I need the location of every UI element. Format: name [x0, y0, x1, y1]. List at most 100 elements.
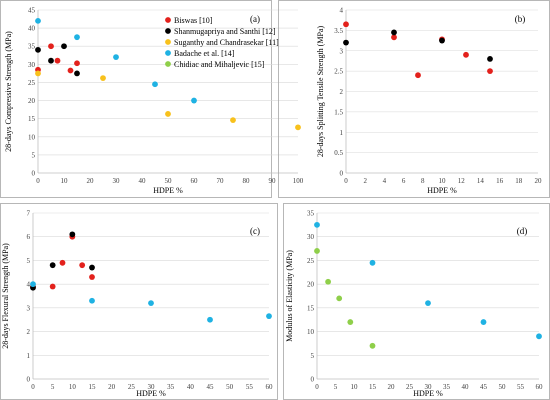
- legend-entry: Shanmugapriya and Santhi [12]: [174, 27, 276, 36]
- legend-marker: [165, 61, 171, 67]
- x-tick-label: 30: [113, 177, 121, 185]
- x-tick-label: 35: [167, 383, 175, 391]
- y-axis-label: 28-days Compressive Strength (MPa): [4, 31, 13, 152]
- data-point-biswas: [54, 57, 61, 64]
- data-point-shanmugapriya: [89, 264, 95, 271]
- y-tick-label: 0.5: [334, 149, 343, 157]
- legend: Biswas [10] Shanmugapriya and Santhi [12]…: [165, 16, 279, 69]
- legend-entry: Suganthy and Chandrasekar [11]: [174, 38, 279, 47]
- x-axis-label: HDPE %: [427, 186, 457, 195]
- x-tick-label: 40: [187, 383, 195, 391]
- panel-frame: [0, 203, 278, 400]
- data-point-badache: [148, 300, 154, 307]
- x-tick-label: 5: [51, 383, 55, 391]
- x-tick-label: 55: [246, 383, 254, 391]
- x-tick-label: 70: [217, 177, 225, 185]
- x-tick-label: 45: [480, 383, 488, 391]
- data-point-badache: [314, 221, 320, 228]
- data-point-badache: [425, 300, 431, 307]
- y-tick-label: 2.5: [334, 68, 343, 76]
- data-point-chidiac: [369, 342, 376, 349]
- y-tick-label: 3.5: [334, 27, 343, 35]
- y-tick-label: 0: [311, 376, 315, 384]
- data-point-chidiac: [347, 319, 354, 325]
- x-tick-label: 10: [69, 383, 77, 391]
- x-tick-label: 40: [462, 383, 470, 391]
- y-tick-label: 4: [27, 281, 31, 289]
- data-point-shanmugapriya: [487, 56, 493, 62]
- x-tick-label: 50: [499, 383, 507, 391]
- y-tick-label: 4: [340, 7, 344, 15]
- x-tick-label: 18: [515, 177, 523, 185]
- x-tick-label: 60: [536, 383, 544, 391]
- y-tick-label: 5: [311, 352, 315, 360]
- data-point-biswas: [391, 34, 397, 41]
- y-tick-label: 2: [27, 328, 31, 336]
- y-tick-label: 2: [340, 88, 344, 96]
- y-tick-label: 20: [28, 97, 36, 105]
- panel-frame: [283, 203, 550, 400]
- data-point-badache: [536, 333, 542, 340]
- data-point-badache: [89, 297, 95, 304]
- x-tick-label: 10: [61, 177, 69, 185]
- y-tick-label: 35: [307, 210, 315, 218]
- data-point-badache: [30, 281, 36, 288]
- x-tick-label: 50: [165, 177, 173, 185]
- data-point-biswas: [48, 43, 54, 50]
- legend-marker: [165, 28, 171, 34]
- x-tick-label: 20: [87, 177, 95, 185]
- y-tick-label: 20: [307, 281, 315, 289]
- y-tick-label: 25: [307, 257, 315, 265]
- data-point-biswas: [49, 283, 56, 290]
- x-axis-label: HDPE %: [153, 186, 183, 195]
- data-point-chidiac: [325, 278, 331, 285]
- x-tick-label: 20: [108, 383, 116, 391]
- x-tick-label: 20: [535, 177, 543, 185]
- data-point-suganthy: [35, 70, 41, 77]
- y-tick-label: 3: [27, 304, 31, 312]
- legend-entry: Badache et al. [14]: [174, 49, 235, 58]
- x-tick-label: 0: [36, 177, 40, 185]
- data-point-shanmugapriya: [343, 39, 349, 46]
- y-axis-label: 28-days Splitting Tensile Strength (MPa): [316, 26, 325, 158]
- y-tick-label: 25: [28, 79, 36, 87]
- data-point-biswas: [89, 274, 95, 280]
- y-tick-label: 1: [27, 352, 31, 360]
- data-point-shanmugapriya: [391, 29, 397, 36]
- data-point-chidiac: [336, 295, 343, 302]
- y-tick-label: 30: [28, 61, 36, 69]
- y-tick-label: 0: [32, 170, 36, 178]
- data-point-shanmugapriya: [61, 43, 67, 50]
- legend-marker: [165, 17, 171, 23]
- y-tick-label: 45: [28, 7, 36, 15]
- data-point-chidiac: [314, 248, 320, 254]
- chart-panel-d: 0 5 10 15 20 25 30 35 0 5 10 15 20 25 30 35 40 45 50 55 60 HD…: [283, 203, 550, 400]
- x-tick-label: 30: [148, 383, 156, 391]
- legend-entry: Chidiac and Mihaljevic [15]: [174, 60, 265, 69]
- x-tick-label: 100: [293, 177, 304, 185]
- panel-label: (a): [250, 14, 260, 24]
- data-point-biswas: [79, 262, 86, 269]
- x-tick-label: 0: [315, 383, 319, 391]
- y-tick-label: 6: [27, 233, 31, 241]
- x-tick-label: 15: [369, 383, 377, 391]
- y-tick-label: 10: [28, 133, 36, 141]
- x-tick-label: 12: [458, 177, 466, 185]
- x-tick-label: 25: [128, 383, 136, 391]
- data-point-suganthy: [230, 117, 236, 124]
- data-point-suganthy: [295, 124, 301, 131]
- data-point-shanmugapriya: [69, 231, 76, 238]
- y-tick-label: 30: [307, 233, 315, 241]
- x-tick-label: 40: [139, 177, 147, 185]
- y-tick-label: 5: [27, 257, 31, 265]
- y-tick-label: 15: [28, 115, 36, 123]
- x-tick-label: 60: [191, 177, 199, 185]
- x-tick-label: 30: [425, 383, 433, 391]
- data-point-shanmugapriya: [49, 262, 56, 269]
- data-point-badache: [113, 54, 119, 60]
- data-point-shanmugapriya: [74, 70, 80, 77]
- panel-label: (c): [250, 226, 260, 236]
- x-tick-label: 16: [496, 177, 504, 185]
